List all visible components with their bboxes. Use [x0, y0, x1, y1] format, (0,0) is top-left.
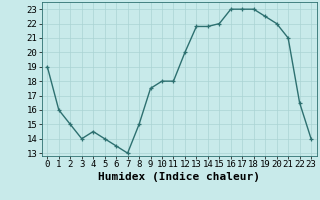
X-axis label: Humidex (Indice chaleur): Humidex (Indice chaleur)	[98, 172, 260, 182]
